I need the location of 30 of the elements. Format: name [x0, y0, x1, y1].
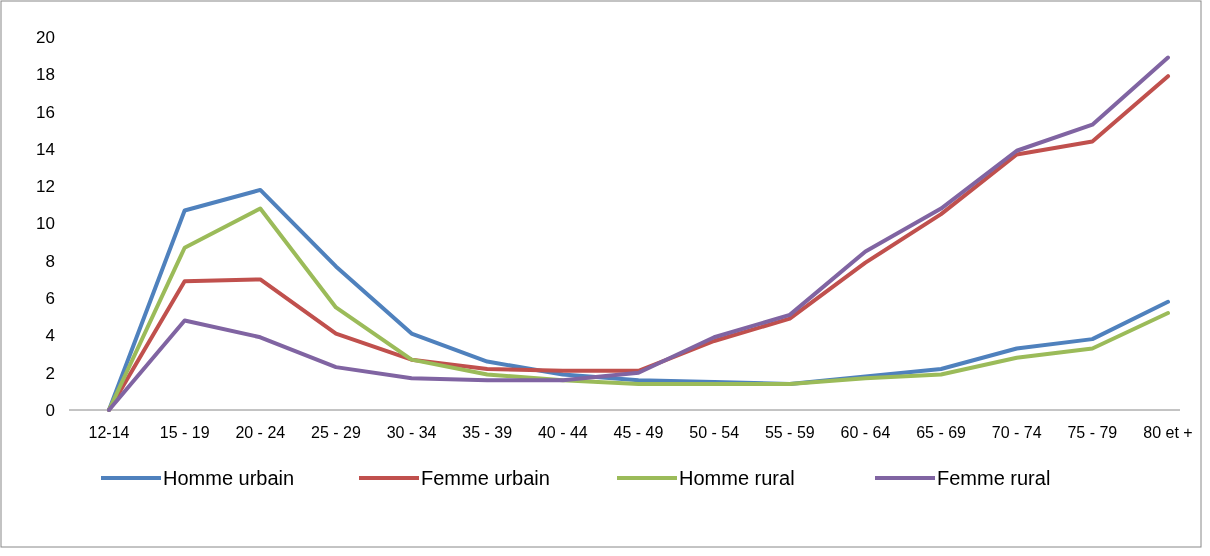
x-tick-label: 65 - 69	[916, 424, 967, 441]
legend-label: Homme urbain	[163, 467, 295, 489]
x-tick-label: 55 - 59	[764, 424, 815, 441]
y-tick-label: 18	[36, 65, 55, 85]
x-tick-label: 12-14	[88, 424, 130, 441]
y-tick-label: 8	[45, 251, 55, 271]
y-tick-label: 4	[45, 326, 55, 346]
legend-label: Femme rural	[937, 467, 1051, 489]
y-tick-label: 0	[45, 400, 55, 420]
y-tick-label: 20	[36, 27, 55, 47]
y-tick-label: 6	[45, 289, 55, 309]
y-tick-label: 2	[45, 363, 55, 383]
legend-label: Homme rural	[679, 467, 795, 489]
y-tick-label: 12	[36, 177, 55, 197]
x-tick-label: 20 - 24	[235, 424, 286, 441]
x-tick-label: 70 - 74	[991, 424, 1042, 441]
x-tick-label: 30 - 34	[386, 424, 437, 441]
x-tick-label: 35 - 39	[462, 424, 513, 441]
x-tick-label: 40 - 44	[537, 424, 588, 441]
legend-label: Femme urbain	[421, 467, 550, 489]
y-tick-label: 14	[36, 139, 55, 159]
x-tick-label: 75 - 79	[1067, 424, 1118, 441]
x-tick-label: 80 et +	[1143, 424, 1193, 441]
x-tick-label: 15 - 19	[159, 424, 210, 441]
x-tick-label: 25 - 29	[311, 424, 361, 441]
x-tick-label: 60 - 64	[840, 424, 891, 441]
x-tick-label: 45 - 49	[613, 424, 664, 441]
y-tick-label: 16	[36, 102, 55, 122]
y-tick-label: 10	[36, 214, 55, 234]
x-tick-label: 50 - 54	[689, 424, 740, 441]
